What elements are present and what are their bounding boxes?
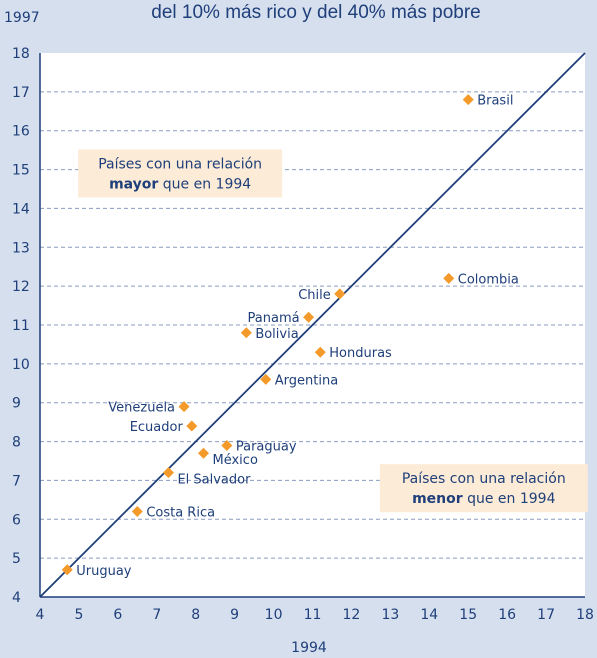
point-label-honduras: Honduras — [329, 346, 392, 361]
point-uruguay — [61, 564, 73, 576]
y-tick-label: 9 — [12, 396, 21, 412]
point-label-brasil: Brasil — [477, 94, 513, 109]
x-tick-label: 14 — [420, 607, 438, 623]
x-tick-label: 6 — [113, 607, 122, 623]
point-label-venezuela: Venezuela — [108, 401, 175, 416]
y-tick-label: 11 — [12, 318, 30, 334]
point-mexico — [198, 447, 209, 459]
point-el-salvador — [162, 467, 174, 479]
x-tick-label: 10 — [265, 607, 283, 623]
x-tick-label: 5 — [74, 607, 83, 623]
y-tick-label: 12 — [12, 279, 30, 295]
y-axis-title: 1997 — [4, 10, 40, 26]
plot-area: 4 5 6 7 8 9 10 11 12 13 14 15 16 17 18 4 5 6 7 8 9 10 11 12 13 14… — [12, 46, 594, 623]
x-tick-label: 15 — [459, 607, 477, 623]
x-tick-label: 18 — [576, 607, 594, 623]
point-label-colombia: Colombia — [458, 272, 519, 287]
point-bolivia — [240, 327, 252, 339]
y-tick-label: 14 — [12, 201, 30, 217]
point-label-paraguay: Paraguay — [236, 439, 297, 454]
point-label-costa-rica: Costa Rica — [146, 506, 215, 521]
y-tick-label: 7 — [12, 473, 21, 489]
annotation-box — [78, 149, 283, 198]
point-costa-rica — [131, 506, 143, 518]
point-argentina — [260, 373, 272, 385]
y-tick-label: 4 — [12, 590, 21, 606]
point-panama — [303, 311, 315, 323]
annotation-box — [379, 464, 588, 513]
x-axis-title: 1994 — [291, 640, 327, 656]
x-tick-label: 9 — [230, 607, 239, 623]
y-tick-label: 10 — [12, 357, 30, 373]
annotation-text: menor que en 1994 — [412, 491, 556, 507]
x-tick-label: 17 — [537, 607, 555, 623]
point-label-el-salvador: El Salvador — [177, 473, 251, 488]
point-label-bolivia: Bolivia — [255, 327, 298, 342]
point-label-chile: Chile — [298, 288, 331, 303]
point-chile — [334, 288, 346, 300]
y-tick-label: 15 — [12, 163, 30, 179]
x-tick-label: 13 — [381, 607, 399, 623]
y-tick-label: 6 — [12, 512, 21, 528]
x-tick-label: 16 — [498, 607, 516, 623]
chart-title: del 10% más rico y del 40% más pobre — [151, 2, 481, 23]
y-tick-label: 18 — [12, 46, 30, 62]
x-tick-label: 7 — [152, 607, 161, 623]
annotation-text: Países con una relación — [402, 471, 566, 487]
annotation-text: mayor que en 1994 — [109, 176, 251, 192]
reference-line — [39, 52, 586, 598]
point-label-argentina: Argentina — [275, 373, 338, 388]
point-label-uruguay: Uruguay — [76, 564, 132, 579]
y-tick-label: 17 — [12, 85, 30, 101]
point-label-ecuador: Ecuador — [130, 420, 184, 435]
point-honduras — [314, 346, 326, 358]
point-label-mexico: México — [213, 453, 258, 468]
annotation-text: Países con una relación — [98, 156, 262, 172]
x-tick-label: 8 — [191, 607, 200, 623]
y-tick-label: 16 — [12, 124, 30, 140]
x-tick-label: 12 — [343, 607, 361, 623]
point-paraguay — [221, 439, 233, 451]
point-brasil — [462, 94, 474, 106]
point-venezuela — [178, 401, 190, 413]
y-tick-label: 8 — [12, 435, 21, 451]
point-colombia — [443, 272, 455, 284]
point-label-panama: Panamá — [248, 311, 300, 326]
y-tick-label: 5 — [12, 551, 21, 567]
y-tick-label: 13 — [12, 240, 30, 256]
x-tick-label: 4 — [36, 607, 45, 623]
point-ecuador — [186, 420, 198, 432]
x-tick-label: 11 — [304, 607, 322, 623]
